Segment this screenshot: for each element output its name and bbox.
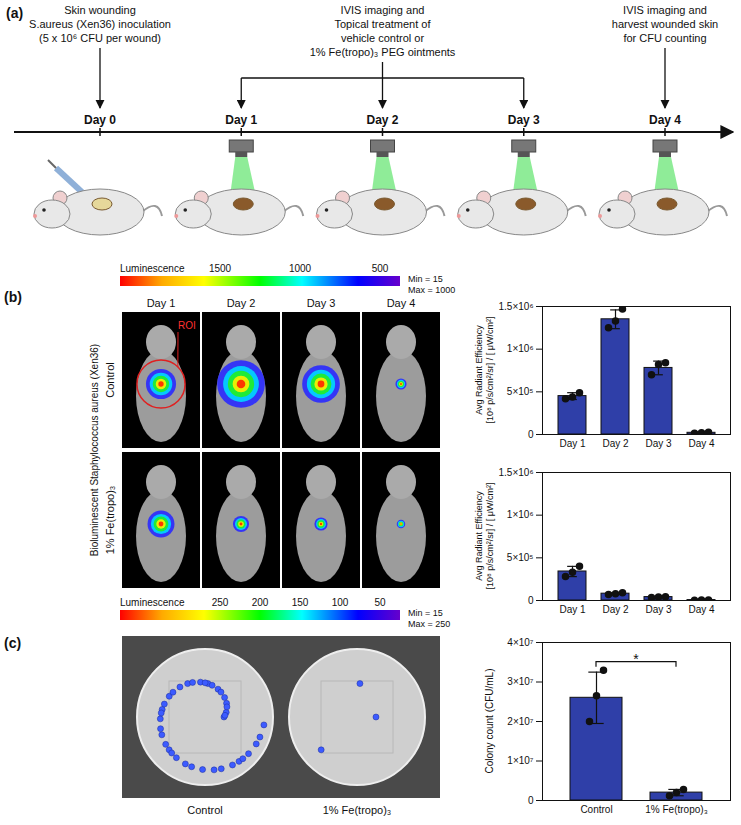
svg-text:250: 250 [212,597,229,608]
svg-text:Day 2: Day 2 [366,113,398,127]
svg-text:Bioluminescent Staphylococcus: Bioluminescent Staphylococcus aureus (Xe… [89,344,100,556]
svg-text:4×10⁷: 4×10⁷ [507,637,534,648]
svg-text:for CFU counting: for CFU counting [623,32,706,44]
svg-text:Day 4: Day 4 [649,113,681,127]
svg-text:Day 4: Day 4 [688,604,715,615]
svg-text:1% Fe(tropo)₃: 1% Fe(tropo)₃ [645,804,707,815]
svg-text:Day 1: Day 1 [559,604,586,615]
svg-text:1% Fe(tropo)₃: 1% Fe(tropo)₃ [323,804,392,816]
svg-text:Luminescence: Luminescence [120,263,185,274]
svg-text:Day 0: Day 0 [84,113,116,127]
svg-text:Day 2: Day 2 [602,438,629,449]
svg-text:200: 200 [252,597,269,608]
svg-text:5×10⁵: 5×10⁵ [507,552,534,563]
svg-text:150: 150 [292,597,309,608]
svg-text:1% Fe(tropo)₃: 1% Fe(tropo)₃ [104,486,116,555]
svg-text:50: 50 [374,597,386,608]
svg-text:Day 1: Day 1 [559,438,586,449]
svg-text:1.5×10⁶: 1.5×10⁶ [499,467,534,478]
svg-text:Avg Radiant Efficiency: Avg Radiant Efficiency [474,325,484,415]
svg-text:3×10⁷: 3×10⁷ [507,676,534,687]
svg-text:Day 4: Day 4 [387,297,416,309]
svg-text:Control: Control [187,804,222,816]
svg-text:1.5×10⁶: 1.5×10⁶ [499,301,534,312]
svg-text:ROI: ROI [178,320,196,331]
svg-text:*: * [633,651,639,667]
svg-text:1×10⁷: 1×10⁷ [507,755,534,766]
svg-text:Day 3: Day 3 [508,113,540,127]
svg-text:Day 3: Day 3 [307,297,336,309]
svg-text:Day 2: Day 2 [602,604,629,615]
svg-text:Day 1: Day 1 [225,113,257,127]
svg-text:harvest wounded skin: harvest wounded skin [612,18,718,30]
svg-text:Avg Radiant Efficiency: Avg Radiant Efficiency [474,491,484,581]
svg-text:Day 2: Day 2 [227,297,256,309]
svg-text:(a): (a) [6,5,23,21]
svg-text:[10⁸ p/s/cm²/sr] / [ μW/cm²]: [10⁸ p/s/cm²/sr] / [ μW/cm²] [485,483,495,590]
svg-text:(c): (c) [4,635,21,651]
svg-text:Max = 250: Max = 250 [408,619,450,629]
svg-text:vehicle control or: vehicle control or [341,32,424,44]
svg-text:Colony count (CFU/mL): Colony count (CFU/mL) [484,668,495,773]
svg-text:(b): (b) [4,289,22,305]
svg-text:2×10⁷: 2×10⁷ [507,716,534,727]
svg-text:1000: 1000 [289,263,312,274]
svg-text:Luminescence: Luminescence [120,597,185,608]
svg-text:Control: Control [104,362,116,397]
svg-text:Day 4: Day 4 [688,438,715,449]
svg-text:IVIS imaging and: IVIS imaging and [341,4,425,16]
svg-text:Control: Control [580,804,612,815]
svg-text:5×10⁵: 5×10⁵ [507,386,534,397]
svg-text:[10⁸ p/s/cm²/sr] / [ μW/cm²]: [10⁸ p/s/cm²/sr] / [ μW/cm²] [485,317,495,424]
svg-text:0: 0 [528,429,534,440]
svg-text:Min = 15: Min = 15 [408,608,443,618]
svg-text:100: 100 [332,597,349,608]
svg-text:Day 3: Day 3 [645,604,672,615]
svg-text:IVIS imaging and: IVIS imaging and [623,4,707,16]
svg-text:1500: 1500 [209,263,232,274]
svg-text:Topical treatment of: Topical treatment of [335,18,432,30]
svg-text:0: 0 [528,595,534,606]
svg-text:S.aureus (Xen36) inoculation: S.aureus (Xen36) inoculation [29,18,171,30]
svg-text:Skin wounding: Skin wounding [64,4,136,16]
svg-text:1% Fe(tropo)₃ PEG ointments: 1% Fe(tropo)₃ PEG ointments [310,46,456,58]
svg-text:(5 x 10⁶ CFU per wound): (5 x 10⁶ CFU per wound) [39,32,161,44]
svg-text:Day 1: Day 1 [147,297,176,309]
svg-text:500: 500 [372,263,389,274]
svg-text:Day 3: Day 3 [645,438,672,449]
svg-text:0: 0 [528,795,534,806]
svg-text:1×10⁶: 1×10⁶ [507,343,534,354]
svg-text:Min = 15: Min = 15 [408,274,443,284]
svg-text:1×10⁶: 1×10⁶ [507,509,534,520]
svg-text:Max = 1000: Max = 1000 [408,285,455,295]
